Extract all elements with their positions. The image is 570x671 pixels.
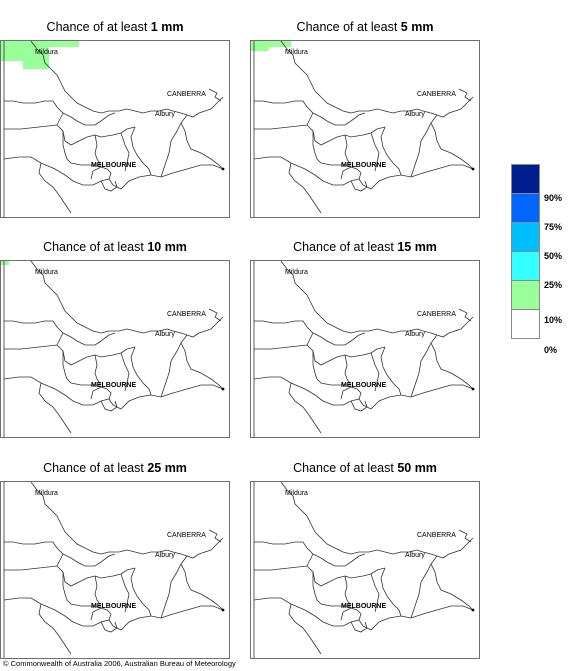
victoria-map: Mildura CANBERRA Albury MELBOURNE (253, 261, 475, 437)
place-label-mildura: Mildura (35, 49, 58, 56)
legend-swatch-50 (511, 222, 540, 252)
place-label-albury: Albury (405, 331, 425, 338)
place-label-melbourne: MELBOURNE (341, 382, 386, 389)
panel-title-prefix: Chance of at least (43, 461, 144, 475)
map-panel-50mm: Mildura CANBERRA Albury MELBOURNE (250, 481, 480, 659)
legend-swatch-10 (511, 280, 540, 310)
place-label-melbourne: MELBOURNE (341, 162, 386, 169)
place-label-canberra: CANBERRA (417, 311, 456, 318)
place-label-canberra: CANBERRA (417, 532, 456, 539)
map-boundaries (253, 41, 474, 217)
place-label-albury: Albury (155, 111, 175, 118)
panel-title-prefix: Chance of at least (46, 20, 148, 34)
map-panel-15mm: Mildura CANBERRA Albury MELBOURNE (250, 260, 480, 438)
map-panel-5mm: Mildura CANBERRA Albury MELBOURNE (250, 40, 480, 218)
place-markers (221, 387, 225, 391)
place-label-albury: Albury (155, 331, 175, 338)
panel-title-prefix: Chance of at least (293, 461, 394, 475)
legend-label-25: 25% (544, 280, 563, 290)
panel-title-prefix: Chance of at least (296, 20, 398, 34)
place-label-albury: Albury (405, 111, 425, 118)
map-panel-10mm: Mildura CANBERRA Albury MELBOURNE (0, 260, 230, 438)
map-panel-25mm: Mildura CANBERRA Albury MELBOURNE (0, 481, 230, 659)
panel-title-prefix: Chance of at least (43, 240, 144, 254)
place-markers (471, 387, 475, 391)
legend-label-50: 50% (544, 251, 563, 261)
place-label-albury: Albury (405, 552, 425, 559)
panel-title-amount: 10 mm (147, 240, 187, 254)
legend-swatch-90 (511, 164, 540, 194)
place-label-mildura: Mildura (285, 490, 308, 497)
map-boundaries (253, 261, 474, 437)
panel-title-15mm: Chance of at least 15 mm (250, 240, 480, 254)
place-label-mildura: Mildura (35, 490, 58, 497)
place-label-melbourne: MELBOURNE (91, 603, 136, 610)
map-boundaries (3, 482, 224, 658)
victoria-map: Mildura CANBERRA Albury MELBOURNE (253, 482, 475, 658)
victoria-map: Mildura CANBERRA Albury MELBOURNE (1, 261, 225, 437)
panel-title-amount: 5 mm (400, 20, 434, 34)
panel-title-50mm: Chance of at least 50 mm (250, 461, 480, 475)
panel-title-25mm: Chance of at least 25 mm (0, 461, 230, 475)
map-panel-1mm: Mildura CANBERRA Albury MELBOURNE (0, 40, 230, 218)
place-label-mildura: Mildura (285, 269, 308, 276)
place-label-mildura: Mildura (35, 269, 58, 276)
legend-swatch-25 (511, 251, 540, 281)
place-label-melbourne: MELBOURNE (91, 382, 136, 389)
victoria-map: Mildura CANBERRA Albury MELBOURNE (1, 41, 225, 217)
map-boundaries (3, 261, 224, 437)
place-label-canberra: CANBERRA (167, 91, 206, 98)
panel-title-prefix: Chance of at least (293, 240, 394, 254)
panel-title-amount: 50 mm (397, 461, 437, 475)
panel-title-amount: 25 mm (147, 461, 187, 475)
place-markers (471, 167, 475, 171)
map-boundaries (253, 482, 474, 658)
probability-legend: 90% 75% 50% 25% 10% 0% (511, 164, 562, 355)
map-boundaries (3, 41, 224, 217)
copyright-notice: © Commonwealth of Australia 2006, Austra… (3, 659, 236, 668)
legend-label-0: 0% (544, 345, 558, 355)
panel-title-amount: 1 mm (150, 20, 184, 34)
place-markers (221, 167, 225, 171)
legend-label-90: 90% (544, 193, 563, 203)
legend-swatch-75 (511, 193, 540, 223)
panel-title-5mm: Chance of at least 5 mm (250, 20, 480, 34)
panel-title-1mm: Chance of at least 1 mm (0, 20, 230, 34)
place-label-canberra: CANBERRA (167, 311, 206, 318)
victoria-map: Mildura CANBERRA Albury MELBOURNE (251, 41, 475, 217)
panel-title-10mm: Chance of at least 10 mm (0, 240, 230, 254)
place-label-canberra: CANBERRA (417, 91, 456, 98)
place-markers (471, 608, 475, 612)
legend-label-75: 75% (544, 222, 563, 232)
place-label-melbourne: MELBOURNE (91, 162, 136, 169)
victoria-map: Mildura CANBERRA Albury MELBOURNE (3, 482, 225, 658)
panel-title-amount: 15 mm (397, 240, 437, 254)
place-label-albury: Albury (155, 552, 175, 559)
legend-label-10: 10% (544, 315, 563, 325)
place-markers (221, 608, 225, 612)
place-label-canberra: CANBERRA (167, 532, 206, 539)
place-label-mildura: Mildura (285, 49, 308, 56)
place-label-melbourne: MELBOURNE (341, 603, 386, 610)
legend-swatch-0 (511, 309, 540, 339)
